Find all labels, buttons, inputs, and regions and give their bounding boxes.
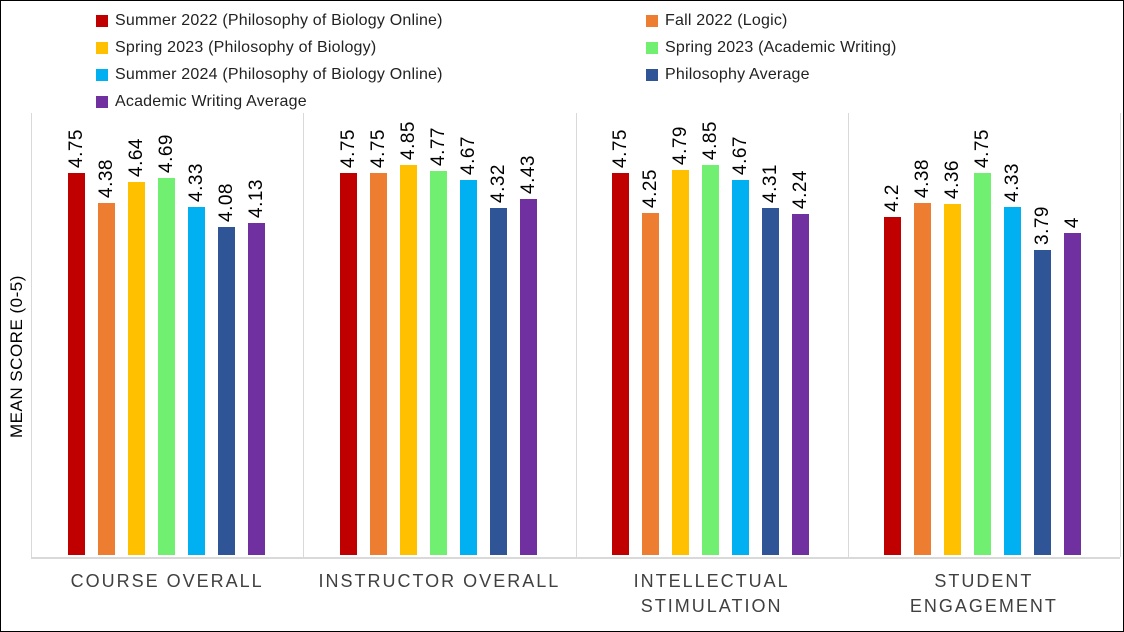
category-gridline xyxy=(31,113,32,557)
bar-value-label: 4.32 xyxy=(487,164,509,203)
bar xyxy=(792,214,809,555)
bar-value-label: 4.79 xyxy=(669,126,691,165)
bar xyxy=(612,173,629,555)
legend-label: Academic Writing Average xyxy=(115,93,307,110)
bar-value-label: 4.85 xyxy=(699,121,721,160)
legend-swatch-icon xyxy=(96,96,108,108)
bar-value-label: 4.38 xyxy=(95,159,117,198)
bar xyxy=(974,173,991,555)
y-axis-title: MEAN SCORE (0-5) xyxy=(7,275,26,439)
bar-value-label: 4.33 xyxy=(185,163,207,202)
category-gridline xyxy=(847,113,849,557)
bar-value-label: 4.08 xyxy=(215,183,237,222)
bar xyxy=(98,203,115,555)
bar xyxy=(1064,233,1081,555)
category-gridline xyxy=(1120,113,1121,557)
bar xyxy=(128,182,145,555)
bar xyxy=(460,180,477,555)
legend-swatch-icon xyxy=(646,42,658,54)
bar xyxy=(672,170,689,555)
legend-item: Summer 2022 (Philosophy of Biology Onlin… xyxy=(96,12,443,30)
bar xyxy=(248,223,265,555)
legend-label: Fall 2022 (Logic) xyxy=(665,12,788,29)
x-axis-line xyxy=(31,557,1120,559)
legend-label: Spring 2023 (Academic Writing) xyxy=(665,39,897,56)
bar xyxy=(158,178,175,555)
bar-value-label: 4.85 xyxy=(397,121,419,160)
bar-value-label: 4.64 xyxy=(125,138,147,177)
bar-value-label: 4.75 xyxy=(337,129,359,168)
x-axis-category-label: STUDENT ENGAGEMENT xyxy=(909,571,1058,616)
bar xyxy=(490,208,507,555)
legend-swatch-icon xyxy=(96,15,108,27)
legend-swatch-icon xyxy=(96,69,108,81)
x-axis-category-label: INSTRUCTOR OVERALL xyxy=(318,571,561,591)
bar xyxy=(218,227,235,555)
x-axis-category-label: COURSE OVERALL xyxy=(70,571,264,591)
bar xyxy=(884,217,901,555)
bar-value-label: 4.75 xyxy=(971,129,993,168)
bar-value-label: 4.2 xyxy=(881,184,903,212)
legend-item: Summer 2024 (Philosophy of Biology Onlin… xyxy=(96,66,443,84)
bar-value-label: 4.38 xyxy=(911,159,933,198)
bar xyxy=(400,165,417,555)
bar-value-label: 4.25 xyxy=(639,169,661,208)
legend-item: Spring 2023 (Philosophy of Biology) xyxy=(96,39,376,57)
legend-item: Philosophy Average xyxy=(646,66,810,84)
bar xyxy=(702,165,719,555)
category-gridline xyxy=(303,113,305,557)
bar xyxy=(914,203,931,555)
bar xyxy=(642,213,659,555)
bar-value-label: 4.75 xyxy=(367,129,389,168)
bar xyxy=(188,207,205,555)
legend-label: Summer 2022 (Philosophy of Biology Onlin… xyxy=(115,12,443,29)
bar-value-label: 4.77 xyxy=(427,127,449,166)
bar xyxy=(944,204,961,555)
legend-label: Philosophy Average xyxy=(665,66,810,83)
bar xyxy=(762,208,779,555)
bar xyxy=(370,173,387,555)
bar-value-label: 4.67 xyxy=(457,136,479,175)
bar xyxy=(732,180,749,555)
bar xyxy=(1004,207,1021,555)
bar-value-label: 4.69 xyxy=(155,134,177,173)
x-axis-category-label: INTELLECTUAL STIMULATION xyxy=(633,571,790,616)
bar-value-label: 4 xyxy=(1061,216,1083,228)
bar-value-label: 4.31 xyxy=(759,164,781,203)
legend-label: Spring 2023 (Philosophy of Biology) xyxy=(115,39,377,56)
legend-swatch-icon xyxy=(646,69,658,81)
legend-item: Spring 2023 (Academic Writing) xyxy=(646,39,897,57)
legend-swatch-icon xyxy=(96,42,108,54)
category-gridline xyxy=(575,113,577,557)
bar-value-label: 4.75 xyxy=(65,129,87,168)
bar-value-label: 3.79 xyxy=(1031,206,1053,245)
bar-value-label: 4.33 xyxy=(1001,163,1023,202)
bar xyxy=(1034,250,1051,555)
bar xyxy=(68,173,85,555)
bar xyxy=(430,171,447,555)
bar-value-label: 4.13 xyxy=(245,179,267,218)
bar xyxy=(340,173,357,555)
legend-item: Academic Writing Average xyxy=(96,93,307,111)
bar-value-label: 4.36 xyxy=(941,160,963,199)
bar xyxy=(520,199,537,555)
legend-label: Summer 2024 (Philosophy of Biology Onlin… xyxy=(115,66,443,83)
bar-value-label: 4.24 xyxy=(789,170,811,209)
legend-item: Fall 2022 (Logic) xyxy=(646,12,788,30)
bar-value-label: 4.75 xyxy=(609,129,631,168)
bar-value-label: 4.43 xyxy=(517,155,539,194)
legend-swatch-icon xyxy=(646,15,658,27)
bar-value-label: 4.67 xyxy=(729,136,751,175)
